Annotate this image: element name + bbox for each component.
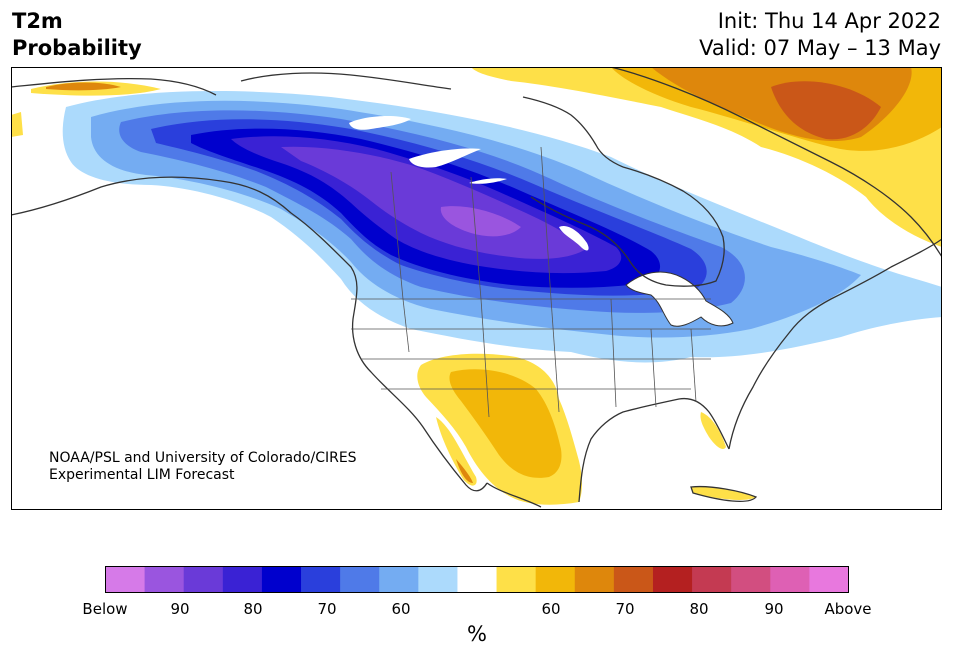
colorbar-label-warm-80: 80: [689, 600, 709, 618]
colorbar-cell: [692, 566, 732, 593]
colorbar-label-above: Above: [824, 600, 872, 618]
colorbar-cell: [809, 566, 849, 593]
colorbar-cell: [222, 566, 263, 593]
colorbar-cell: [535, 566, 576, 593]
title-line-2: Probability: [12, 36, 142, 60]
colorbar-cell: [613, 566, 654, 593]
colorbar-cell: [418, 566, 458, 593]
warm-region-baja: [436, 417, 477, 486]
colorbar-cell: [105, 566, 146, 593]
colorbar-label-cold-80: 80: [243, 600, 263, 618]
colorbar-cell: [379, 566, 419, 593]
colorbar-cell: [340, 566, 380, 593]
colorbar-cell: [731, 566, 771, 593]
probability-map: [11, 67, 942, 510]
colorbar-cell: [652, 566, 693, 593]
colorbar-label-cold-90: 90: [170, 600, 190, 618]
warm-region-greenland-80: [771, 81, 881, 140]
colorbar-label-warm-70: 70: [615, 600, 635, 618]
colorbar-label-cold-60: 60: [391, 600, 411, 618]
credit-line-1: NOAA/PSL and University of Colorado/CIRE…: [49, 450, 357, 466]
colorbar-cell: [574, 566, 615, 593]
lake-great-slave: [409, 148, 481, 168]
warm-region-baja-inner: [456, 459, 473, 483]
lake-athabasca: [469, 178, 507, 184]
title-line-1: T2m: [12, 9, 63, 33]
colorbar-cell: [144, 566, 185, 593]
warm-region-cuba: [691, 486, 756, 500]
colorbar-label-warm-90: 90: [764, 600, 784, 618]
coastlines: [11, 67, 942, 508]
credit-line-2: Experimental LIM Forecast: [49, 467, 235, 483]
colorbar-cell: [457, 566, 498, 593]
warm-region-florida: [700, 412, 726, 449]
warm-region-southwest-60: [449, 369, 562, 478]
forecast-dates: Init: Thu 14 Apr 2022 Valid: 07 May – 13…: [699, 8, 941, 62]
colorbar-unit: %: [467, 622, 487, 646]
state-province-boundaries: [351, 146, 711, 418]
colorbar: [105, 566, 849, 593]
credit-text: NOAA/PSL and University of Colorado/CIRE…: [49, 450, 357, 484]
colorbar-label-cold-70: 70: [317, 600, 337, 618]
cold-region-max: [440, 206, 521, 237]
colorbar-cell: [301, 566, 341, 593]
colorbar-cell: [261, 566, 302, 593]
colorbar-cell: [183, 566, 224, 593]
valid-date: Valid: 07 May – 13 May: [699, 36, 941, 60]
init-date: Init: Thu 14 Apr 2022: [717, 9, 941, 33]
colorbar-cell: [770, 566, 810, 593]
colorbar-cell: [496, 566, 537, 593]
map-title: T2m Probability: [12, 8, 142, 62]
colorbar-label-below: Below: [82, 600, 128, 618]
warm-region-west-coast-strip: [11, 112, 23, 137]
colorbar-label-warm-60: 60: [541, 600, 561, 618]
lake-winnipeg: [559, 225, 589, 251]
warm-region-arctic-north-inner: [46, 82, 121, 91]
lake-great-bear: [349, 116, 411, 130]
